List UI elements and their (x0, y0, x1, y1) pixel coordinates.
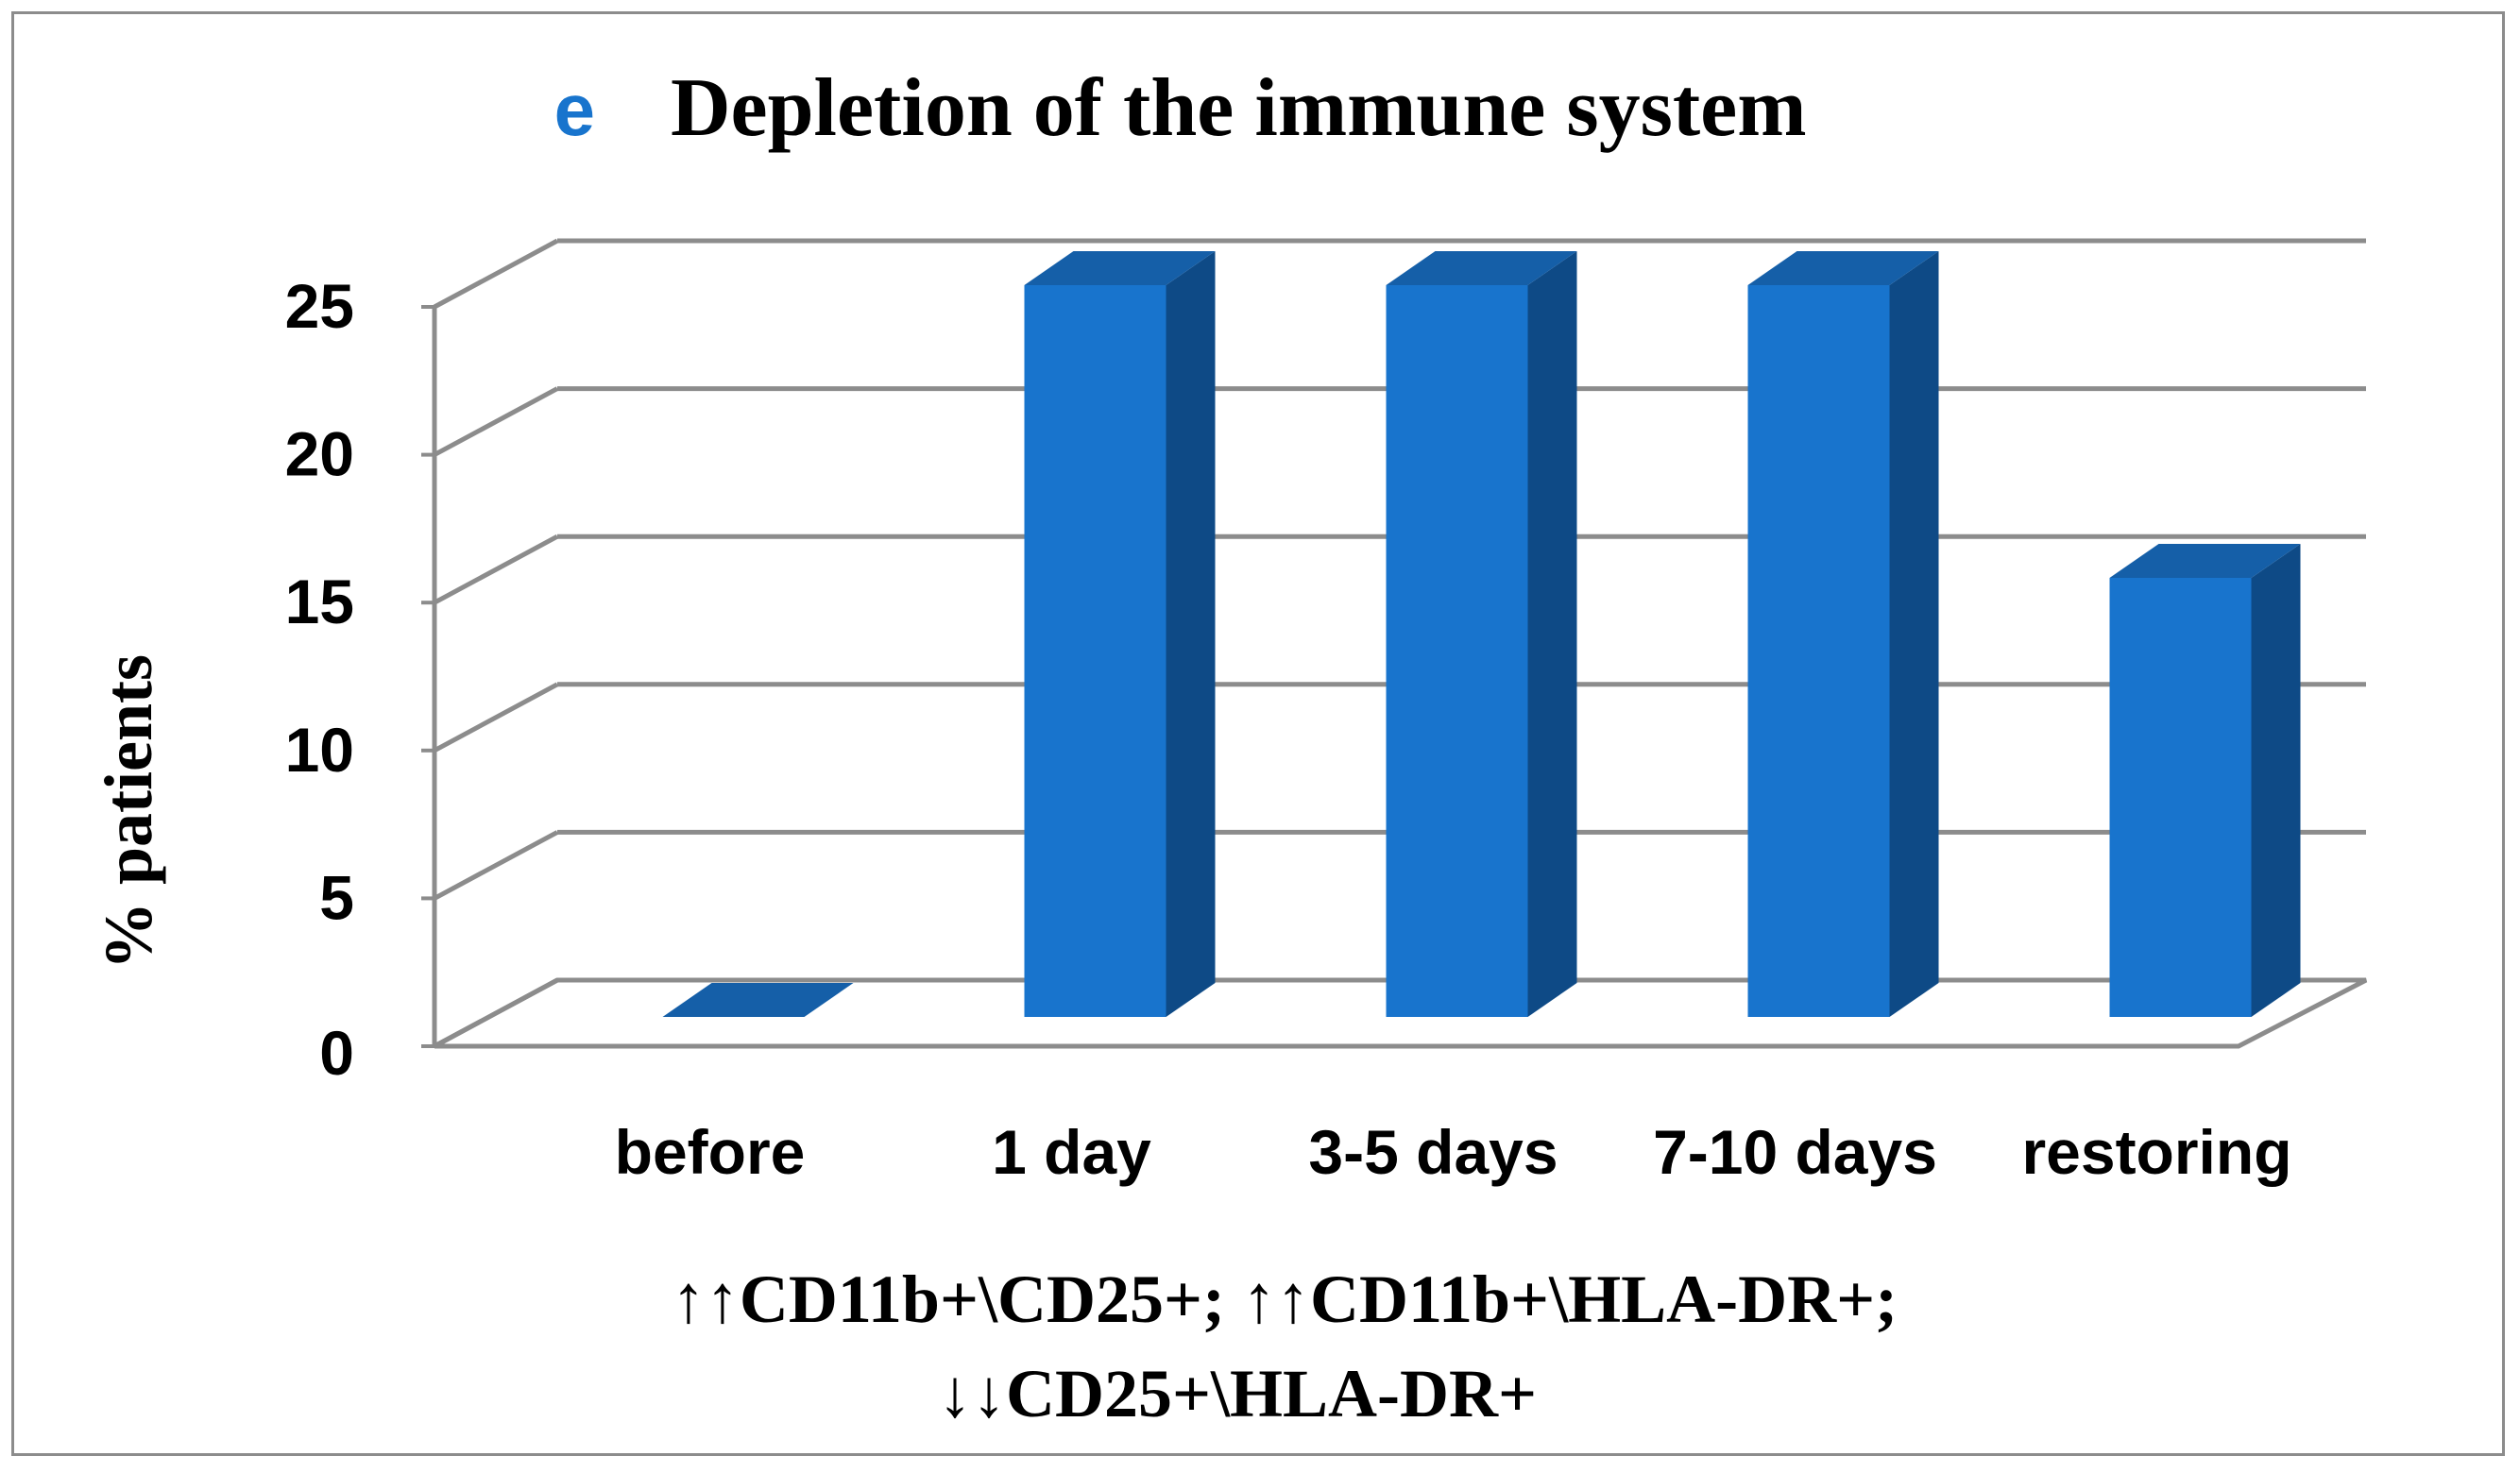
x-tick-label: 1 day (992, 1117, 1151, 1187)
gridline-wall (433, 533, 559, 605)
bar-top (2109, 544, 2301, 578)
bar-top (1747, 251, 1939, 285)
bar-side (1527, 251, 1577, 1017)
bar-side (1166, 251, 1216, 1017)
bar-front (1386, 285, 1528, 1017)
gridline-wall (433, 682, 559, 753)
x-axis-label-line-2: ↓↓CD25+\HLA-DR+ (938, 1356, 1537, 1431)
x-tick-labels: before 1 day 3-5 days 7-10 days restoring (615, 1117, 2292, 1187)
bar-top (1386, 251, 1577, 285)
bar-top (662, 983, 854, 1017)
bar (662, 983, 854, 1017)
panel-letter: e (554, 68, 595, 151)
bars (662, 251, 2301, 1017)
bar (1747, 251, 1939, 1017)
x-tick-label: before (615, 1117, 806, 1187)
figure-frame (11, 11, 2505, 1456)
x-axis-label-line-1: ↑↑CD11b+\CD25+; ↑↑CD11b+\HLA-DR+; (672, 1261, 1898, 1337)
y-tick-label: 20 (285, 419, 354, 489)
gridline-wall (433, 386, 559, 457)
bar-side (2251, 544, 2301, 1017)
bar-side (1889, 251, 1939, 1017)
chart-title: Depletion of the immune system (671, 62, 1807, 154)
bar-front (1747, 285, 1890, 1017)
y-tick-label: 0 (319, 1018, 354, 1088)
x-tick-label: 3-5 days (1308, 1117, 1558, 1187)
y-axis-label: % patients (91, 654, 166, 970)
bar-front (2109, 578, 2252, 1017)
bar (1024, 251, 1216, 1017)
bar-front (1024, 285, 1166, 1017)
floor (433, 977, 2368, 1049)
gridline-wall (433, 830, 559, 901)
x-tick-label: restoring (2021, 1117, 2291, 1187)
y-tick-label: 25 (285, 271, 354, 341)
bar-top (1024, 251, 1216, 285)
bar (1386, 251, 1577, 1017)
y-tick-label: 5 (319, 862, 354, 932)
gridline-wall (433, 238, 559, 310)
y-tick-labels: 0 5 10 15 20 25 (285, 271, 354, 1088)
y-tick-label: 10 (285, 715, 354, 785)
y-tick-label: 15 (285, 567, 354, 636)
bar (2109, 544, 2301, 1017)
chart-title-group: e Depletion of the immune system (554, 62, 1807, 154)
x-tick-label: 7-10 days (1653, 1117, 1937, 1187)
